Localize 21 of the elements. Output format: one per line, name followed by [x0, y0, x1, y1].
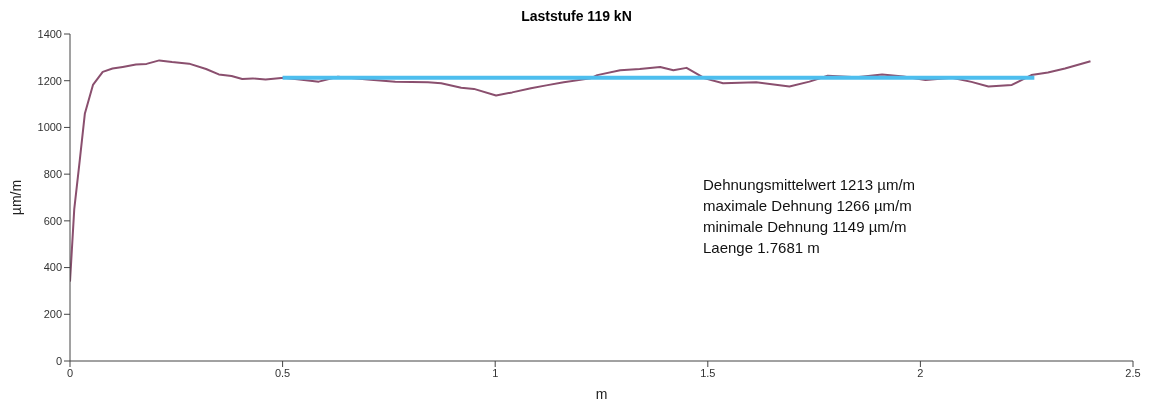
y-tick-label: 1400 — [37, 27, 62, 40]
y-tick-label: 600 — [43, 214, 62, 227]
annotation: maximale Dehnung 1266 µm/m — [703, 196, 913, 216]
x-tick-label: 1.5 — [700, 366, 716, 379]
chart-title: Laststufe 119 kN — [520, 8, 633, 24]
annotation: Dehnungsmittelwert 1213 µm/m — [703, 175, 916, 195]
x-tick-label: 2 — [917, 366, 924, 379]
x-tick-label: 0 — [66, 366, 74, 379]
y-axis-title: µm/m — [7, 179, 24, 216]
x-tick-label: 0.5 — [274, 366, 291, 379]
y-tick-label: 400 — [43, 261, 62, 274]
y-tick-label: 800 — [43, 168, 62, 181]
annotation: Laenge 1.7681 m — [703, 238, 821, 258]
annotation: minimale Dehnung 1149 µm/m — [703, 217, 908, 237]
y-tick-label: 0 — [55, 354, 62, 367]
x-tick-label: 2.5 — [1125, 366, 1141, 379]
y-tick-label: 200 — [43, 308, 62, 321]
x-tick-label: 1 — [492, 366, 499, 379]
y-tick-label: 1200 — [37, 74, 62, 87]
x-axis-title: m — [595, 386, 608, 402]
y-tick-label: 1000 — [37, 121, 62, 134]
